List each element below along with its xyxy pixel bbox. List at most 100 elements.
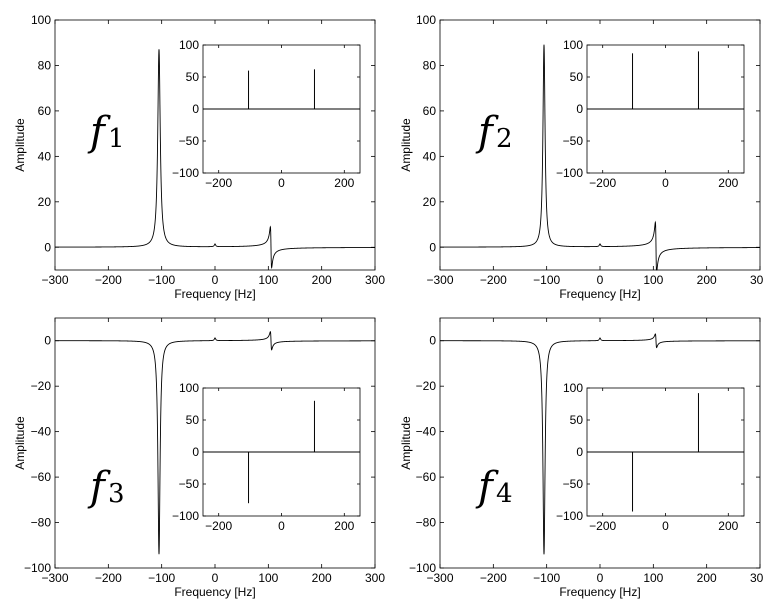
inset-x-tick-label: −200 [589,519,616,533]
inset-y-tick-label: −50 [563,134,584,148]
x-tick-label: 300 [365,273,385,287]
y-tick-label: −40 [416,425,437,439]
y-tick-label: 0 [44,334,51,348]
x-tick-label: 300 [365,571,385,585]
x-tick-label: 100 [258,273,278,287]
spectrum-line [55,49,376,269]
y-tick-label: −80 [416,516,437,530]
inset-y-tick-label: −100 [556,509,583,523]
x-axis-label: Frequency [Hz] [559,287,640,301]
inset-x-tick-label: 0 [662,519,669,533]
x-tick-label: −100 [533,273,560,287]
x-tick-label: 200 [697,273,717,287]
x-tick-label: −300 [41,571,68,585]
inset-y-tick-label: 0 [192,102,199,116]
inset-y-tick-label: 0 [192,445,199,459]
inset-y-tick-label: 0 [576,102,583,116]
inset-y-tick-label: 0 [576,445,583,459]
inset-y-tick-label: −100 [172,166,199,180]
x-tick-label: −100 [148,273,175,287]
y-tick-label: 0 [429,334,436,348]
inset-plot: −200 0 200 −100 −50 0 50 100 [556,38,745,190]
y-tick-label: 80 [38,58,52,72]
inset-y-tick-label: −50 [179,134,200,148]
y-tick-label: 60 [38,104,52,118]
inset-x-tick-label: −200 [589,176,616,190]
y-tick-label: −20 [416,379,437,393]
inset-y-tick-label: −100 [172,509,199,523]
panel-4: −300−200−1000100200300−100−80−60−40−200F… [399,317,763,599]
x-tick-label: −100 [148,571,175,585]
x-tick-label: 200 [312,571,332,585]
spectrum-line [440,44,760,271]
x-tick-label: 0 [212,273,219,287]
inset-plot: −200 0 200 −100 −50 0 50 100 [172,38,361,190]
x-tick-label: −200 [480,273,507,287]
inset-y-tick-label: 100 [179,381,199,395]
y-axis-label: Amplitude [399,118,413,172]
spectrum-line [55,330,375,555]
x-tick-label: 0 [212,571,219,585]
y-tick-label: 100 [416,13,436,27]
y-tick-label: −20 [31,379,52,393]
inset-y-tick-label: 100 [179,38,199,52]
x-tick-label: 300 [750,273,763,287]
inset-y-tick-label: −100 [556,166,583,180]
x-tick-label: 200 [312,273,332,287]
y-tick-label: 80 [423,58,437,72]
inset-x-tick-label: −200 [205,519,232,533]
y-tick-label: 60 [423,104,437,118]
panel-2: −300−200−1000100200300020406080100Freque… [399,13,763,301]
x-tick-label: 300 [750,571,763,585]
y-tick-label: −60 [416,470,437,484]
y-tick-label: −100 [409,561,436,575]
inset-x-tick-label: 0 [278,519,285,533]
inset-y-tick-label: 50 [570,413,584,427]
inset-y-tick-label: 50 [570,70,584,84]
x-tick-label: −200 [95,571,122,585]
y-axis-label: Amplitude [399,416,413,470]
x-tick-label: −200 [480,571,507,585]
y-tick-label: −100 [24,561,51,575]
y-tick-label: 100 [31,13,51,27]
inset-y-tick-label: 100 [563,381,583,395]
inset-x-tick-label: −200 [205,176,232,190]
panel-label-subscript: 4 [496,479,513,509]
panel-1: −300 −200 −100 0 100 200 300020406080100Freque… [13,13,385,301]
x-tick-label: 200 [697,571,717,585]
inset-plot: −200 0 200 −100 −50 0 50 100 [172,381,361,533]
inset-x-tick-label: 200 [334,176,354,190]
x-tick-label: 100 [643,571,663,585]
x-axis-label: Frequency [Hz] [559,585,640,599]
panel-3: −300 −200 −100 0 100 200 300−100−80−60−40−200F… [13,317,385,599]
y-tick-label: 20 [423,195,437,209]
y-tick-label: 40 [423,149,437,163]
x-tick-label: 100 [643,273,663,287]
inset-x-tick-label: 0 [278,176,285,190]
inset-x-tick-label: 0 [662,176,669,190]
x-tick-label: 0 [597,273,604,287]
inset-y-tick-label: −50 [563,477,584,491]
inset-y-tick-label: 50 [186,413,200,427]
inset-y-tick-label: 50 [186,70,200,84]
panel-label-subscript: 3 [108,479,125,509]
inset-x-tick-label: 200 [718,176,738,190]
x-tick-label: −300 [426,571,453,585]
panel-label-subscript: 1 [108,124,125,154]
y-tick-label: 20 [38,195,52,209]
y-axis-label: Amplitude [13,118,27,172]
y-tick-label: −80 [31,516,52,530]
x-tick-label: −200 [95,273,122,287]
x-tick-label: −300 [426,273,453,287]
x-tick-label: 100 [258,571,278,585]
y-axis-label: Amplitude [13,416,27,470]
spectrum-line [440,333,760,555]
x-tick-label: 0 [597,571,604,585]
y-tick-label: 0 [44,240,51,254]
inset-y-tick-label: 100 [563,38,583,52]
x-tick-label: −300 [41,273,68,287]
y-tick-label: 0 [429,240,436,254]
y-tick-label: −40 [31,425,52,439]
x-tick-label: −100 [533,571,560,585]
